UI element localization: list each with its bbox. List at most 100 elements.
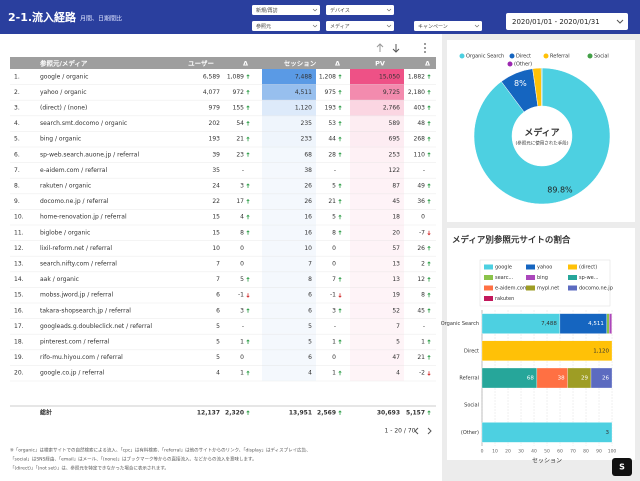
cell-value: 39 bbox=[212, 151, 220, 158]
legend-swatch bbox=[568, 275, 577, 280]
x-tick-label: 60 bbox=[557, 449, 563, 455]
legend-swatch bbox=[568, 264, 577, 270]
filter-dropdown[interactable] bbox=[326, 5, 394, 15]
cell-value: 4 bbox=[308, 370, 312, 377]
dropdown-icon bbox=[386, 8, 392, 12]
up-arrow bbox=[338, 89, 342, 95]
cell-value: -7 bbox=[419, 229, 425, 236]
date-picker[interactable] bbox=[506, 13, 628, 30]
row-index: 8. bbox=[14, 183, 20, 190]
row-index: 11. bbox=[14, 229, 24, 236]
row-source: search.nifty.com / referral bbox=[40, 261, 117, 268]
up-arrow bbox=[246, 105, 250, 110]
pv-heat bbox=[350, 225, 404, 241]
up-arrow bbox=[427, 74, 431, 79]
y-tick-label: Social bbox=[464, 403, 479, 409]
cell-value: 13 bbox=[392, 276, 400, 283]
cell-value: -2 bbox=[419, 370, 425, 377]
cell-value: 10 bbox=[212, 245, 220, 252]
cell-value: 122 bbox=[389, 167, 401, 174]
menu-icon[interactable] bbox=[424, 51, 426, 53]
cell-value: 193 bbox=[209, 136, 221, 143]
y-tick-label: Organic Search bbox=[441, 321, 479, 327]
filter-dropdown[interactable] bbox=[414, 21, 482, 31]
cell-value: 1 bbox=[240, 339, 244, 346]
pager-arrows[interactable] bbox=[414, 427, 432, 435]
down-arrow bbox=[246, 293, 250, 298]
cell-value: 1,089 bbox=[227, 73, 244, 80]
cell-value: 24 bbox=[212, 183, 220, 190]
cell-value: 15 bbox=[212, 214, 220, 221]
up-arrow bbox=[246, 410, 250, 415]
y-tick-label: (Other) bbox=[461, 430, 479, 436]
cell-value: 35 bbox=[212, 167, 220, 174]
footnote: 「social」はSNS経由、「email」はメール、「(none)」はブックマ… bbox=[10, 456, 257, 463]
cell-value: 1,208 bbox=[319, 73, 336, 80]
filter-label: メディア bbox=[330, 23, 350, 30]
up-arrow bbox=[338, 74, 342, 79]
sort-desc-icon[interactable] bbox=[392, 44, 400, 53]
pv-heat bbox=[350, 115, 404, 132]
badge-button[interactable] bbox=[612, 458, 632, 476]
segment-label: 26 bbox=[602, 376, 609, 382]
filter-label: 参照元 bbox=[256, 23, 271, 30]
x-tick-label: 100 bbox=[608, 449, 617, 455]
pv-heat bbox=[350, 240, 404, 257]
up-arrow bbox=[427, 136, 431, 142]
up-arrow bbox=[427, 89, 431, 95]
cell-value: 7 bbox=[332, 276, 336, 283]
pv-heat bbox=[350, 334, 404, 350]
menu-icon[interactable] bbox=[424, 47, 426, 49]
up-arrow bbox=[427, 277, 431, 282]
up-arrow bbox=[427, 410, 431, 415]
legend-swatch bbox=[459, 53, 465, 59]
row-source: home-renovation.jp / referral bbox=[40, 214, 127, 221]
session-heat bbox=[262, 178, 316, 194]
session-heat bbox=[262, 193, 316, 210]
legend-label: mypl.net bbox=[537, 286, 559, 292]
filter-dropdown[interactable] bbox=[326, 21, 394, 31]
sort-asc-icon[interactable] bbox=[376, 43, 384, 52]
row-index: 7. bbox=[14, 167, 20, 174]
cell-value: 2 bbox=[421, 261, 425, 268]
row-index: 5. bbox=[14, 136, 20, 143]
up-arrow bbox=[246, 308, 250, 313]
legend-swatch bbox=[526, 264, 535, 270]
bar-segment bbox=[590, 367, 613, 389]
total-cell: 5,157 bbox=[406, 410, 425, 417]
up-arrow bbox=[246, 89, 250, 95]
row-source: biglobe / organic bbox=[40, 229, 90, 236]
up-arrow bbox=[427, 152, 431, 157]
cell-value: 15,050 bbox=[379, 73, 400, 80]
cell-value: 8 bbox=[240, 229, 244, 236]
cell-value: 5 bbox=[216, 323, 220, 330]
legend-swatch bbox=[484, 275, 493, 280]
cell-value: 6 bbox=[308, 354, 312, 361]
cell-value: 202 bbox=[209, 120, 221, 127]
menu-icon[interactable] bbox=[424, 43, 426, 45]
filter-dropdown[interactable] bbox=[252, 21, 320, 31]
filter-dropdown[interactable] bbox=[252, 5, 320, 15]
filter-label: キャンペーン bbox=[418, 24, 448, 30]
segment-label: 4,511 bbox=[588, 321, 604, 327]
up-arrow bbox=[338, 410, 342, 415]
up-arrow bbox=[338, 308, 342, 313]
legend-label: Organic Search bbox=[466, 54, 504, 60]
x-tick-label: 30 bbox=[518, 449, 524, 455]
segment-label: 1,120 bbox=[593, 348, 609, 354]
legend-label: yahoo bbox=[537, 265, 552, 271]
cell-value: 253 bbox=[389, 151, 401, 158]
legend-label: sp-we... bbox=[579, 275, 599, 281]
row-source: e-aidem.com / referral bbox=[40, 167, 107, 174]
cell-value: 7 bbox=[396, 323, 400, 330]
cell-value: 23 bbox=[236, 151, 244, 158]
up-arrow bbox=[246, 339, 250, 344]
session-heat bbox=[262, 147, 316, 163]
pv-heat bbox=[350, 193, 404, 210]
column-header: Δ bbox=[243, 60, 248, 68]
pagination: 1 - 20 / 70 bbox=[385, 428, 416, 435]
cell-value: - bbox=[334, 167, 336, 174]
column-header: ユーザー bbox=[188, 60, 214, 68]
donut-subtitle: (参照元に使用された手段) bbox=[515, 140, 568, 147]
